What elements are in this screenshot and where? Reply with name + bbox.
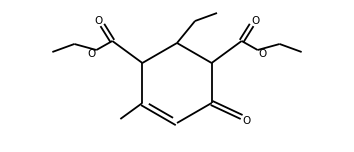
Text: O: O [87, 49, 96, 59]
Text: O: O [251, 16, 260, 26]
Text: O: O [258, 49, 267, 59]
Text: O: O [242, 116, 251, 126]
Text: O: O [94, 16, 103, 26]
